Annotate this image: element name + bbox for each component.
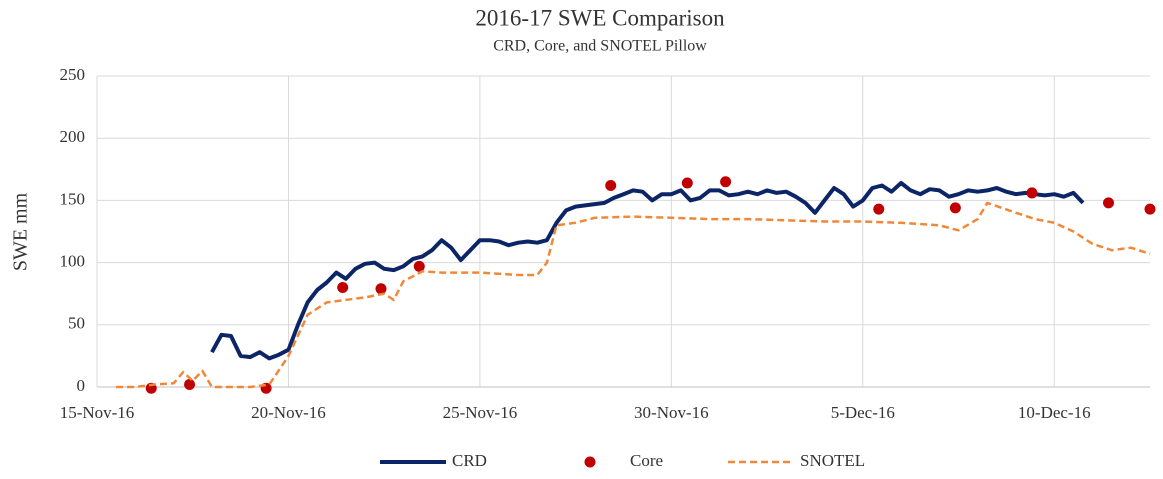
series-line: [210, 181, 1085, 361]
y-axis-label: SWE mm: [10, 192, 32, 271]
core-point: [949, 202, 961, 214]
core-point: [605, 179, 617, 191]
legend-label: CRD: [452, 451, 487, 470]
y-tick-label: 200: [60, 127, 86, 146]
x-tick-label: 5-Dec-16: [831, 403, 895, 422]
core-point: [413, 260, 425, 272]
x-tick-label: 30-Nov-16: [634, 403, 709, 422]
series-line: [116, 201, 1151, 389]
x-tick-label: 10-Dec-16: [1018, 403, 1091, 422]
x-tick-label: 20-Nov-16: [251, 403, 326, 422]
core-point: [681, 177, 693, 189]
y-tick-label: 150: [60, 189, 86, 208]
core-point: [375, 283, 387, 295]
legend-marker: [584, 456, 596, 468]
y-tick-label: 0: [77, 376, 86, 395]
y-tick-label: 100: [60, 252, 86, 271]
core-point: [873, 203, 885, 215]
core-point: [1144, 203, 1156, 215]
core-point: [337, 281, 349, 293]
y-tick-label: 50: [68, 314, 85, 333]
core-point: [1026, 187, 1038, 199]
legend-label: SNOTEL: [800, 451, 865, 470]
chart-subtitle: CRD, Core, and SNOTEL Pillow: [493, 38, 707, 55]
x-tick-label: 15-Nov-16: [60, 403, 135, 422]
core-point: [720, 176, 732, 188]
legend-label: Core: [630, 451, 663, 470]
core-point: [184, 379, 196, 391]
chart-title: 2016-17 SWE Comparison: [475, 5, 725, 30]
core-point: [1103, 197, 1115, 209]
y-tick-label: 250: [60, 65, 86, 84]
x-tick-label: 25-Nov-16: [443, 403, 518, 422]
